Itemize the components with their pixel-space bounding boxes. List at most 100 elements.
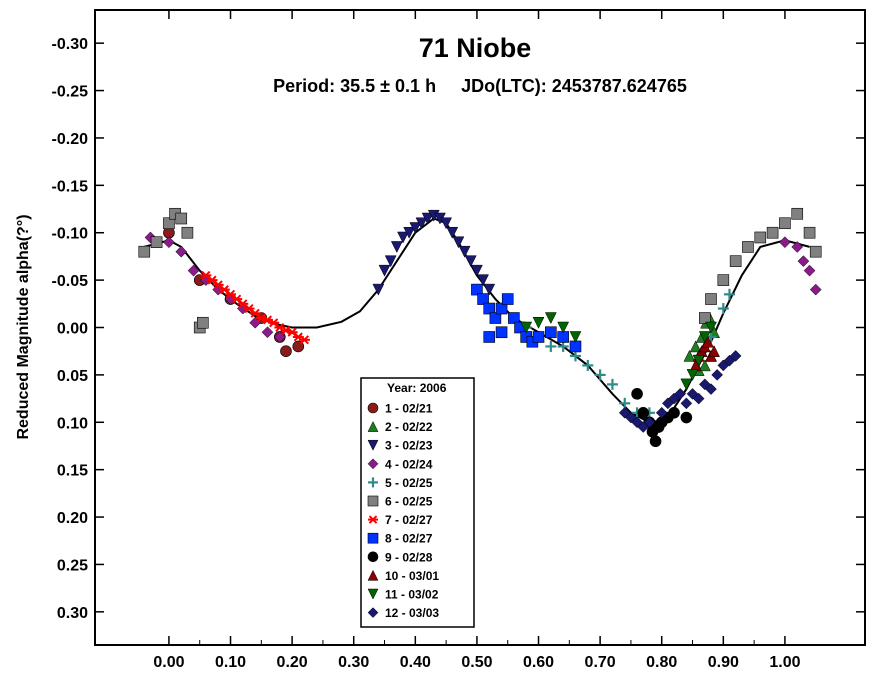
legend-title: Year: 2006 xyxy=(387,381,447,395)
data-point xyxy=(569,350,581,362)
data-point xyxy=(200,270,212,280)
x-tick-label: 0.40 xyxy=(400,654,431,671)
data-point xyxy=(452,236,465,249)
data-point xyxy=(689,340,702,353)
data-point xyxy=(483,302,496,315)
legend-entry-label: 5 - 02/25 xyxy=(385,476,433,490)
data-point xyxy=(711,369,724,381)
y-tick-label: 0.10 xyxy=(57,415,88,432)
legend-marker xyxy=(367,532,379,544)
data-point xyxy=(680,411,693,424)
plot-area xyxy=(94,9,866,646)
data-point xyxy=(477,274,489,287)
data-point xyxy=(729,350,742,362)
data-point xyxy=(495,302,508,315)
y-axis-label: Reduced Magnitude alpha(?°) xyxy=(15,214,32,439)
x-tick-label: 0.00 xyxy=(153,654,184,671)
data-point xyxy=(298,335,310,345)
data-point xyxy=(446,226,459,239)
y-tick-label: -0.25 xyxy=(52,84,89,101)
data-point xyxy=(508,312,520,324)
data-point xyxy=(440,217,453,230)
data-point xyxy=(237,299,249,309)
chart-title: 71 Niobe xyxy=(419,33,532,63)
x-tick-label: 0.60 xyxy=(523,654,554,671)
data-point xyxy=(705,321,717,334)
legend-marker xyxy=(368,477,378,488)
data-point xyxy=(698,359,711,372)
data-point xyxy=(606,378,618,390)
data-point xyxy=(742,241,754,253)
data-point xyxy=(809,283,822,296)
x-tick-label: 0.70 xyxy=(585,654,616,671)
y-tick-label: 0.25 xyxy=(57,557,88,574)
data-point xyxy=(692,392,705,405)
legend-marker xyxy=(368,515,378,524)
data-point xyxy=(520,321,533,334)
data-point xyxy=(138,245,151,258)
data-point xyxy=(477,293,489,305)
data-point xyxy=(421,212,434,225)
data-point xyxy=(637,406,650,419)
data-point xyxy=(631,388,643,400)
x-tick-label: 0.10 xyxy=(215,654,246,671)
data-point xyxy=(649,435,662,448)
legend-marker xyxy=(367,588,379,600)
data-point xyxy=(471,283,483,296)
data-point xyxy=(403,226,416,239)
data-point xyxy=(705,293,717,305)
data-point xyxy=(797,255,810,268)
data-point xyxy=(803,264,816,277)
data-point xyxy=(175,245,188,258)
data-point xyxy=(532,317,545,329)
data-point xyxy=(501,293,514,305)
data-point xyxy=(766,226,779,239)
data-point xyxy=(717,303,729,315)
data-point xyxy=(372,283,385,296)
data-point xyxy=(723,288,735,300)
data-point xyxy=(495,326,508,339)
data-point xyxy=(197,316,209,329)
data-point xyxy=(378,264,391,277)
data-point xyxy=(791,241,804,253)
data-point xyxy=(163,217,175,230)
data-point xyxy=(754,231,767,244)
data-point xyxy=(218,285,230,295)
data-point xyxy=(544,312,557,325)
data-point xyxy=(717,274,730,286)
data-point xyxy=(545,326,557,339)
data-point xyxy=(803,226,816,239)
data-point xyxy=(280,345,292,357)
data-point xyxy=(779,236,791,249)
legend-entry-label: 6 - 02/25 xyxy=(385,495,433,509)
data-point xyxy=(594,369,606,381)
data-point xyxy=(698,331,711,344)
x-tick-label: 0.30 xyxy=(338,654,369,671)
data-point xyxy=(655,406,668,419)
data-point xyxy=(249,308,261,318)
data-point xyxy=(390,241,403,253)
data-point xyxy=(397,231,409,244)
legend-marker xyxy=(367,421,379,432)
data-point xyxy=(243,303,255,314)
x-tick-label: 1.00 xyxy=(769,654,800,671)
data-point xyxy=(791,207,804,220)
legend-entry-label: 7 - 02/27 xyxy=(385,513,433,527)
data-point xyxy=(809,245,822,258)
data-point xyxy=(384,255,397,268)
data-point xyxy=(471,264,483,277)
legend-marker xyxy=(367,458,379,470)
data-point xyxy=(674,387,687,400)
data-point xyxy=(464,255,477,268)
legend-marker xyxy=(367,569,379,581)
y-tick-label: -0.20 xyxy=(52,131,89,148)
data-point xyxy=(212,280,224,290)
data-point xyxy=(175,212,188,225)
data-point xyxy=(545,340,557,352)
data-point xyxy=(692,354,705,367)
chart-subtitle: Period: 35.5 ± 0.1 h JDo(LTC): 2453787.6… xyxy=(273,76,687,96)
data-point xyxy=(708,345,720,357)
legend-marker xyxy=(367,551,379,563)
data-point xyxy=(686,369,699,381)
legend-marker xyxy=(367,402,379,414)
